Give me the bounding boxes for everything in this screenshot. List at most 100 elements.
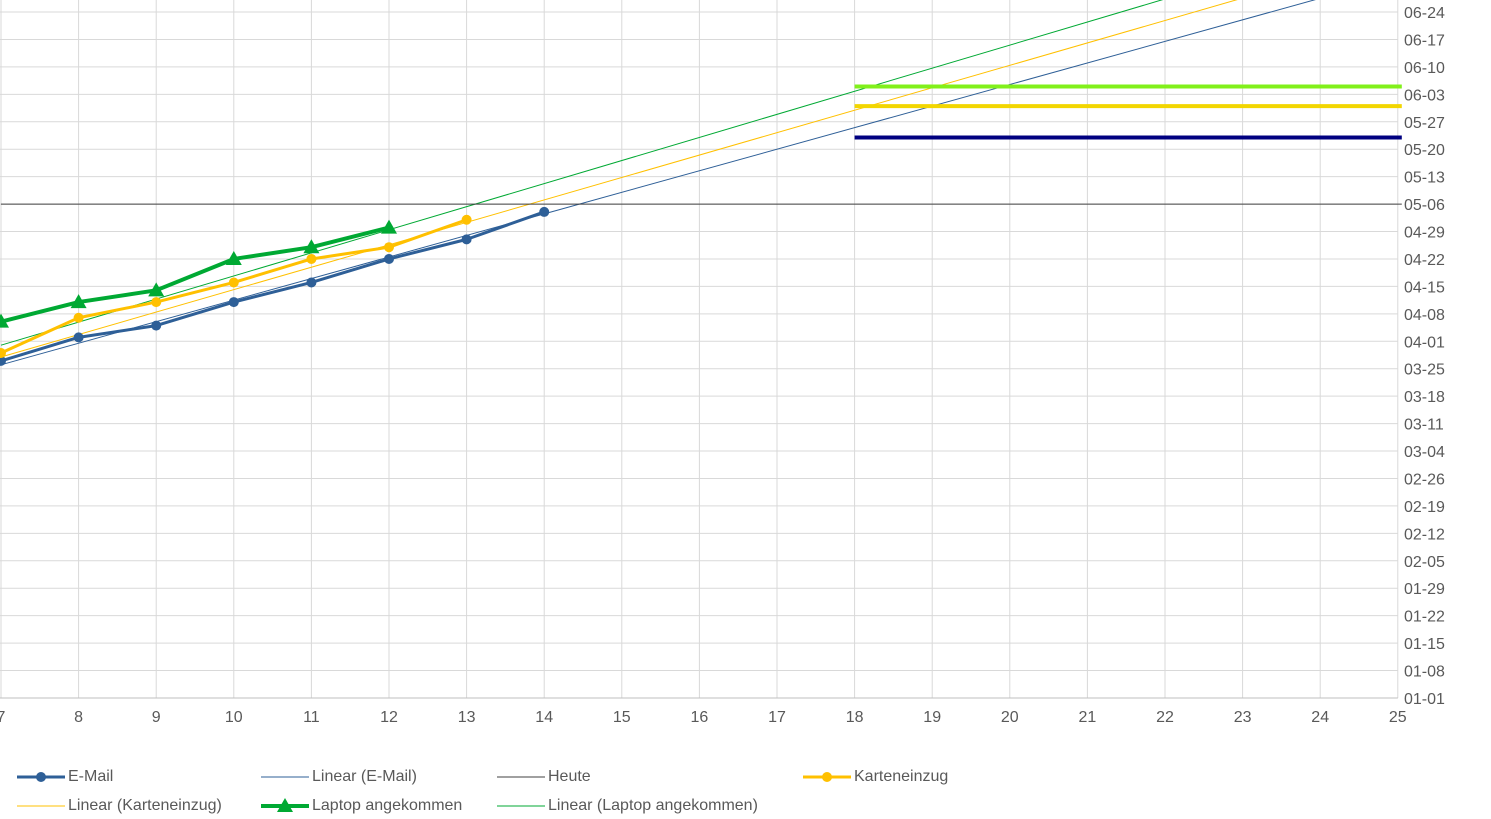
legend-swatch [497, 776, 545, 778]
legend-label: Linear (Karteneinzug) [68, 797, 222, 814]
x-tick-label: 10 [225, 709, 243, 726]
legend-label: Linear (Laptop angekommen) [548, 797, 758, 814]
legend-label: Laptop angekommen [312, 797, 463, 814]
legend-item-karteneinzug: Karteneinzug [800, 764, 948, 790]
data-point [228, 297, 239, 308]
x-tick-labels: 7 8 9 10 11 12 13 14 15 16 17 18 19 20 21 22 23 24 25 [0, 709, 1407, 726]
data-point [303, 239, 320, 254]
series-karteneinzug [0, 214, 472, 359]
series-e-mail [0, 206, 550, 366]
y-tick-labels: 01-01 01-08 01-15 01-22 01-29 02-05 02-12 02-19… [1404, 5, 1445, 708]
data-point [148, 282, 165, 297]
y-tick-label: 01-08 [1404, 664, 1445, 681]
legend-marker [822, 772, 832, 782]
legend-label: E-Mail [68, 768, 114, 785]
data-point [384, 242, 394, 253]
line-chart: 7 8 9 10 11 12 13 14 15 16 17 18 19 20 21 22 23 24 25 01-0… [0, 0, 1445, 726]
legend-item-linear-karteneinzug: Linear (Karteneinzug) [14, 793, 222, 819]
legend-item-laptop-angekommen: Laptop angekommen [258, 793, 462, 819]
y-tick-label: 04-29 [1404, 225, 1445, 242]
legend-item-heute: Heute [494, 764, 591, 790]
y-tick-label: 03-11 [1404, 417, 1444, 434]
data-point [384, 253, 394, 264]
y-tick-label: 04-08 [1404, 307, 1445, 324]
chart-legend: E-Mail Linear (E-Mail) Heute Karteneinzug Li… [0, 760, 1491, 819]
x-tick-label: 19 [923, 709, 941, 726]
x-tick-label: 8 [74, 709, 83, 726]
data-series [0, 206, 550, 366]
legend-swatch [17, 805, 65, 807]
y-tick-label: 03-04 [1404, 444, 1445, 461]
x-tick-label: 9 [152, 709, 161, 726]
data-point [461, 234, 472, 245]
data-point [70, 294, 87, 309]
y-tick-label: 01-29 [1404, 581, 1445, 598]
legend-label: Heute [548, 768, 591, 785]
legend-swatch [17, 772, 65, 782]
series-laptop-angekommen [0, 219, 397, 328]
y-tick-label: 03-18 [1404, 389, 1445, 406]
x-tick-label: 25 [1389, 709, 1407, 726]
data-point [73, 312, 84, 323]
legend-label: Karteneinzug [854, 768, 949, 785]
trendline-linear-laptop-angekommen [0, 0, 1164, 346]
x-tick-label: 24 [1311, 709, 1329, 726]
x-tick-label: 17 [768, 709, 786, 726]
data-point [0, 348, 6, 359]
y-tick-label: 05-06 [1404, 197, 1445, 214]
y-tick-label: 06-24 [1404, 5, 1445, 22]
legend-swatch [497, 805, 545, 807]
y-tick-label: 01-15 [1404, 636, 1445, 653]
y-tick-label: 03-25 [1404, 362, 1445, 379]
data-point [151, 320, 162, 331]
trendline-linear-karteneinzug [0, 0, 1238, 358]
x-tick-label: 23 [1234, 709, 1252, 726]
data-point [73, 332, 84, 343]
series-line-e-mail [0, 210, 545, 363]
y-tick-label: 01-22 [1404, 609, 1445, 626]
y-tick-label: 01-01 [1404, 691, 1445, 708]
data-point [225, 250, 242, 265]
y-tick-label: 04-15 [1404, 279, 1445, 296]
x-tick-label: 21 [1079, 709, 1097, 726]
y-tick-label: 02-26 [1404, 471, 1445, 488]
legend-marker [277, 798, 293, 812]
x-tick-label: 16 [691, 709, 709, 726]
data-point [306, 277, 317, 288]
y-tick-label: 05-20 [1404, 142, 1445, 159]
y-tick-label: 06-03 [1404, 87, 1445, 104]
x-tick-label: 18 [846, 709, 864, 726]
y-tick-label: 02-19 [1404, 499, 1445, 516]
legend-item-linear-e-mail: Linear (E-Mail) [258, 764, 417, 790]
data-point [381, 219, 397, 234]
x-tick-label: 14 [535, 709, 553, 726]
legend-swatch [803, 772, 851, 782]
data-point [151, 297, 162, 308]
legend-label: Linear (E-Mail) [312, 768, 417, 785]
x-tick-label: 12 [380, 709, 398, 726]
x-tick-label: 20 [1001, 709, 1019, 726]
y-tick-label: 04-01 [1404, 334, 1445, 351]
data-point [0, 355, 6, 366]
y-tick-label: 04-22 [1404, 252, 1445, 269]
data-point [228, 277, 239, 288]
y-tick-label: 05-27 [1404, 115, 1445, 132]
x-tick-label: 13 [458, 709, 476, 726]
x-tick-label: 22 [1156, 709, 1174, 726]
x-tick-label: 7 [0, 709, 6, 726]
vertical-gridlines [0, 0, 1399, 698]
reference-lines [1, 84, 1402, 205]
data-point [461, 214, 472, 225]
y-tick-label: 06-17 [1404, 32, 1445, 49]
x-tick-label: 11 [303, 709, 320, 726]
series-line-laptop-angekommen [0, 225, 390, 324]
legend-item-e-mail: E-Mail [14, 764, 113, 790]
y-tick-label: 05-13 [1404, 170, 1445, 187]
x-tick-label: 15 [613, 709, 631, 726]
data-point [0, 313, 9, 328]
y-tick-label: 02-05 [1404, 554, 1445, 571]
legend-marker [36, 772, 46, 782]
y-tick-label: 02-12 [1404, 526, 1445, 543]
data-point [539, 206, 550, 217]
legend-swatch [261, 776, 309, 778]
